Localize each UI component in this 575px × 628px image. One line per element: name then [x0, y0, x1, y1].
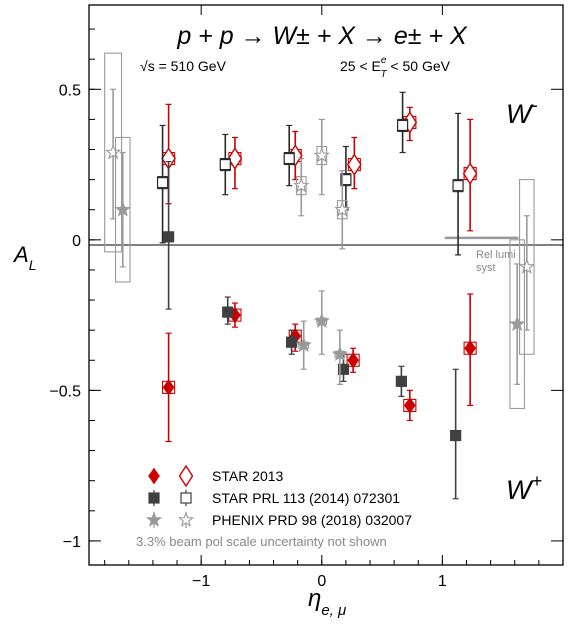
phenix-star-marker — [104, 143, 122, 160]
star-prl-legend-square-marker — [148, 492, 160, 504]
star-prl-square-marker — [286, 336, 298, 348]
star2013-legend-diamond-marker — [178, 464, 194, 488]
y-tick-label: 0 — [72, 233, 81, 250]
phenix-syst-box — [114, 136, 131, 283]
phenix-star-marker — [518, 258, 535, 274]
star-prl-w+-series — [163, 160, 462, 500]
star2013-diamond-marker — [347, 352, 359, 369]
phenix-star-marker — [334, 201, 351, 217]
star2013-diamond-marker — [462, 162, 478, 185]
star-prl-square-marker — [156, 177, 169, 189]
sqrt-symbol: √ — [140, 58, 148, 74]
star-prl-square-marker — [219, 158, 231, 171]
sqrt-s-text: s = 510 GeV — [148, 58, 227, 74]
phenix-star-marker — [313, 312, 330, 329]
star-prl-square-marker — [222, 306, 234, 318]
et-range-sub: T — [380, 69, 387, 80]
star2013-diamond-marker — [347, 153, 362, 176]
legend-label: STAR 2013 — [212, 468, 284, 484]
star2013-w+-series — [162, 293, 477, 443]
legend-label: STAR PRL 113 (2014) 072301 — [212, 490, 400, 506]
y-tick-label: −1 — [63, 534, 81, 551]
star-prl-square-marker — [283, 152, 295, 165]
legend-label: PHENIX PRD 98 (2018) 032007 — [212, 512, 412, 528]
star2013-diamond-marker — [403, 397, 416, 414]
et-range-sup: e — [381, 55, 387, 66]
star2013-legend-diamond-marker — [148, 467, 160, 485]
w-minus-label: W- — [506, 95, 537, 129]
star2013-diamond-marker — [162, 379, 175, 396]
star-prl-w--series — [156, 91, 464, 256]
phenix-star-marker — [313, 146, 330, 163]
phenix-star-marker — [293, 177, 310, 193]
w-plus-label: W+ — [506, 471, 542, 505]
phenix-w--series — [104, 52, 535, 355]
legend: STAR 2013 STAR PRL 113 (2014) 072301 PHENI… — [145, 464, 412, 528]
star-prl-legend-square-marker — [180, 492, 192, 504]
et-range-label: 25 < Ee T < 50 GeV — [340, 55, 451, 80]
axis-ticks: −1 0 1 0.5 0 −0.5 −1 — [49, 5, 563, 590]
y-tick-label: 0.5 — [59, 82, 81, 99]
star-prl-square-marker — [337, 363, 350, 375]
star-prl-square-marker — [450, 429, 462, 442]
x-tick-label: 1 — [438, 573, 447, 590]
phenix-star-marker — [509, 315, 526, 332]
phenix-legend-star-marker — [177, 511, 195, 527]
star2013-diamond-marker — [227, 147, 243, 170]
star-prl-square-marker — [395, 375, 407, 387]
phenix-syst-box — [519, 179, 535, 355]
x-tick-label: 0 — [317, 573, 326, 590]
sqrt-s-label: √s = 510 GeV — [140, 58, 227, 74]
star-prl-square-marker — [396, 119, 409, 132]
star-prl-square-marker — [163, 231, 175, 243]
phenix-legend-star-marker — [145, 511, 163, 527]
phenix-syst-box — [509, 239, 525, 409]
star-prl-square-marker — [452, 180, 464, 192]
data-points-layer — [104, 52, 535, 500]
chart-title: p + p → W± + X → e± + X — [176, 22, 468, 50]
phenix-w+-series — [114, 136, 526, 409]
rel-lumi-syst-label: syst — [476, 262, 496, 274]
et-range-right: < 50 GeV — [387, 58, 451, 74]
x-axis-label: ηe, μ — [308, 585, 346, 619]
y-axis-label: AL — [12, 242, 36, 273]
footnote: 3.3% beam pol scale uncertainty not show… — [136, 534, 387, 549]
x-tick-label: −1 — [192, 573, 210, 590]
phenix-star-marker — [114, 201, 131, 217]
star2013-w--series — [161, 103, 478, 232]
phenix-star-marker — [331, 345, 349, 362]
star-prl-square-marker — [340, 174, 352, 186]
plot-frame — [88, 4, 564, 566]
y-tick-label: −0.5 — [49, 383, 81, 400]
rel-lumi-label: Rel lumi — [476, 249, 516, 261]
et-range-left: 25 < E — [340, 58, 381, 74]
phenix-star-marker — [295, 336, 312, 353]
star2013-diamond-marker — [464, 340, 476, 357]
